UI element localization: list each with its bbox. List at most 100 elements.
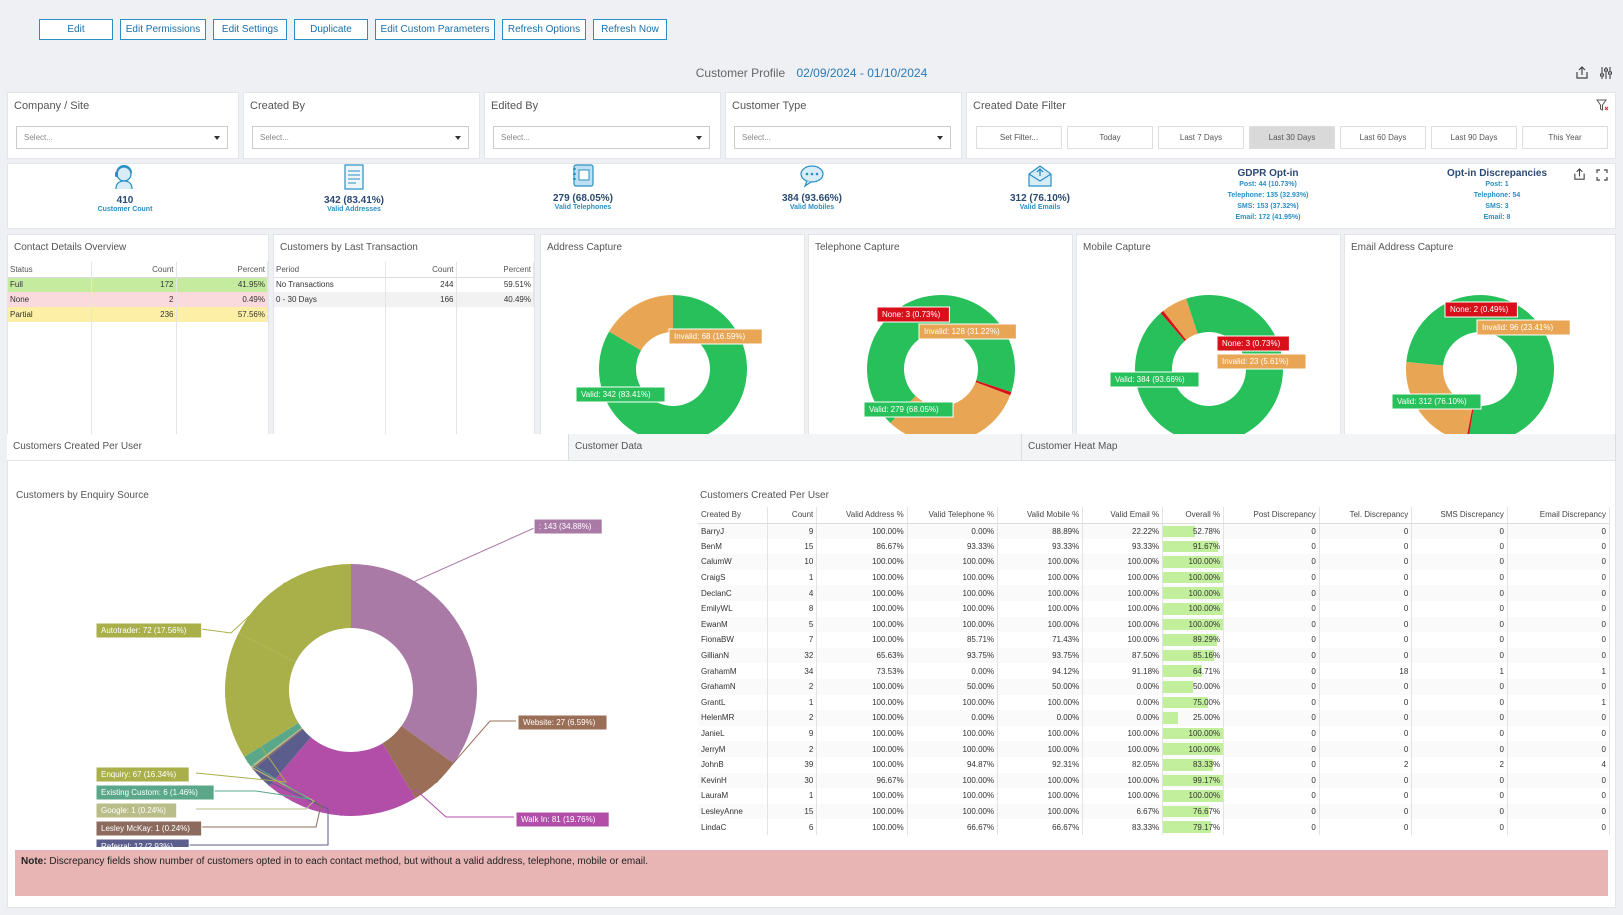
edit-button[interactable]: Edit [39, 19, 113, 40]
cell: 0 [1507, 772, 1610, 789]
caret-down-icon [696, 136, 702, 140]
slice-none[interactable] [1160, 310, 1187, 342]
gdpr-optin: GDPR Opt-in Post: 44 (10.73%) Telephone:… [1198, 168, 1338, 223]
col-header[interactable]: Count [767, 507, 818, 524]
slice-existing-custom[interactable] [244, 722, 302, 767]
cell: 92.31% [997, 756, 1084, 773]
date-option-set-filter[interactable]: Set Filter... [976, 126, 1062, 149]
table-row[interactable]: FionaBW 7 100.00% 85.71% 71.43% 100.00% 89.29%… [698, 632, 1610, 648]
date-option-last-90-days[interactable]: Last 90 Days [1431, 126, 1517, 149]
table-row[interactable]: None 2 0.49% [8, 292, 268, 307]
col-header[interactable]: Tel. Discrepancy [1319, 507, 1413, 524]
col-header[interactable]: Valid Email % [1082, 507, 1164, 524]
slice-none[interactable] [1465, 405, 1474, 443]
slice-website[interactable] [382, 726, 454, 799]
export-icon[interactable] [1575, 66, 1589, 80]
refresh-now-button[interactable]: Refresh Now [593, 19, 667, 40]
cell: 100.00% [907, 585, 999, 601]
table-row[interactable]: GrahamN 2 100.00% 50.00% 50.00% 0.00% 50.00% 0 0… [698, 678, 1610, 695]
table-row[interactable]: GrantL 1 100.00% 100.00% 100.00% 0.00% 75.00% 0… [698, 694, 1610, 711]
table-row[interactable]: BarryJ 9 100.00% 0.00% 88.89% 22.22% 52.78% 0 0 0… [698, 523, 1610, 539]
table-row[interactable]: LindaC 6 100.00% 66.67% 66.67% 83.33% 79.17% 0 0… [698, 819, 1610, 835]
table-row[interactable]: EwanM 5 100.00% 100.00% 100.00% 100.00% 100.00… [698, 616, 1610, 633]
table-row[interactable]: 0 - 30 Days 166 40.49% [274, 292, 534, 307]
col-header[interactable]: Overall % [1162, 507, 1225, 524]
table-row[interactable]: Partial 236 57.56% [8, 307, 268, 322]
created-by-select[interactable]: Select... [252, 126, 469, 149]
cell: 0 [1507, 569, 1610, 586]
cell: 100.00% [1082, 554, 1164, 570]
slice-referral[interactable] [253, 729, 311, 786]
slice-none[interactable] [975, 380, 1012, 396]
date-option-today[interactable]: Today [1067, 126, 1153, 149]
table-row[interactable]: GillianN 32 65.63% 93.75% 93.75% 87.50% 85.16%… [698, 647, 1610, 664]
fullscreen-icon[interactable] [1596, 169, 1608, 181]
col-header[interactable]: Email Discrepancy [1507, 507, 1610, 524]
slice-enquiry[interactable] [225, 633, 299, 757]
table-row[interactable]: JohnB 39 100.00% 94.87% 92.31% 82.05% 83.33% 0 2… [698, 756, 1610, 773]
edit-custom-parameters-button[interactable]: Edit Custom Parameters [375, 19, 495, 40]
customer-type-select[interactable]: Select... [734, 126, 951, 149]
date-option-last-7-days[interactable]: Last 7 Days [1158, 126, 1244, 149]
col-header[interactable]: Valid Mobile % [997, 507, 1084, 524]
cell: 0 [1411, 569, 1508, 586]
slice-blank[interactable] [351, 564, 477, 764]
cell: 0 [1507, 585, 1610, 601]
table-row[interactable]: KevinH 30 96.67% 100.00% 100.00% 100.00% 99.17… [698, 772, 1610, 789]
clear-filter-icon[interactable] [1596, 99, 1609, 112]
tab-customers-created-per-user[interactable]: Customers Created Per User [7, 434, 569, 460]
table-row[interactable]: HelenMR 2 100.00% 0.00% 0.00% 0.00% 25.00% 0 0 0 0 [698, 710, 1610, 726]
user-table-wrap[interactable]: Created By Count Valid Address % Valid Tele… [698, 507, 1610, 846]
cell: 65.63% [816, 647, 908, 664]
table-row[interactable]: No Transactions 244 59.51% [274, 277, 534, 292]
overall-bar [1163, 821, 1211, 833]
slice-invalid[interactable] [609, 295, 673, 351]
date-option-last-60-days[interactable]: Last 60 Days [1340, 126, 1426, 149]
slice-valid[interactable] [1135, 295, 1283, 443]
table-row[interactable]: Full 172 41.95% [8, 277, 268, 292]
table-row[interactable]: JerryM 2 100.00% 100.00% 100.00% 100.00% 100.0… [698, 741, 1610, 757]
company-site-select[interactable]: Select... [16, 126, 228, 149]
duplicate-button[interactable]: Duplicate [294, 19, 368, 40]
cell: 0 [1411, 523, 1508, 539]
table-row[interactable]: LesleyAnne 15 100.00% 100.00% 100.00% 6.67% 76… [698, 803, 1610, 820]
slice-autotrader[interactable] [238, 564, 351, 663]
date-option-last-30-days[interactable]: Last 30 Days [1249, 126, 1335, 149]
table-row[interactable]: LauraM 1 100.00% 100.00% 100.00% 100.00% 100.0… [698, 788, 1610, 804]
col-header[interactable]: Created By [698, 507, 768, 524]
overall-bar [1163, 556, 1224, 568]
tab-customer-data[interactable]: Customer Data [569, 434, 1022, 460]
refresh-options-button[interactable]: Refresh Options [502, 19, 586, 40]
cell: 0 [1223, 710, 1320, 726]
transaction-table-wrap: Period Count Percent No Transactions 244 59.… [274, 262, 534, 443]
col-header[interactable]: Valid Telephone % [907, 507, 999, 524]
edited-by-select[interactable]: Select... [493, 126, 710, 149]
table-row[interactable]: CraigS 1 100.00% 100.00% 100.00% 100.00% 100.0… [698, 569, 1610, 586]
edit-permissions-button[interactable]: Edit Permissions [120, 19, 206, 40]
edit-settings-button[interactable]: Edit Settings [213, 19, 287, 40]
slice-invalid[interactable] [1163, 298, 1198, 340]
settings-sliders-icon[interactable] [1599, 66, 1613, 80]
slice-google[interactable] [250, 727, 303, 768]
table-row[interactable]: DeclanC 4 100.00% 100.00% 100.00% 100.00% 100.… [698, 585, 1610, 601]
cell: 0 [1223, 600, 1320, 617]
table-row[interactable]: EmilyWL 8 100.00% 100.00% 100.00% 100.00% 100.… [698, 600, 1610, 617]
col-header[interactable]: SMS Discrepancy [1411, 507, 1508, 524]
overall-bar [1163, 774, 1223, 787]
cell: 1 [767, 569, 818, 586]
optin-disc-line: Email: 8 [1483, 214, 1511, 221]
col-header[interactable]: Valid Address % [816, 507, 908, 524]
table-row[interactable]: GrahamM 34 73.53% 0.00% 94.12% 91.18% 64.71% 0 1… [698, 663, 1610, 679]
document-icon [344, 164, 364, 190]
col-header[interactable]: Post Discrepancy [1223, 507, 1320, 524]
table-row[interactable]: BenM 15 86.67% 93.33% 93.33% 93.33% 91.67% 0 0 0 0 [698, 538, 1610, 555]
slice-lesley-mckay[interactable] [251, 728, 303, 770]
cell: 100.00% [1082, 585, 1164, 601]
cell-value: 100.00% [1188, 588, 1221, 598]
label-box [95, 838, 190, 847]
export-icon[interactable] [1573, 168, 1586, 181]
tab-customer-heat-map[interactable]: Customer Heat Map [1022, 434, 1616, 460]
table-row[interactable]: CalumW 10 100.00% 100.00% 100.00% 100.00% 100.… [698, 554, 1610, 570]
table-row[interactable]: JanieL 9 100.00% 100.00% 100.00% 100.00% 100.0… [698, 725, 1610, 742]
date-option-this-year[interactable]: This Year [1522, 126, 1608, 149]
